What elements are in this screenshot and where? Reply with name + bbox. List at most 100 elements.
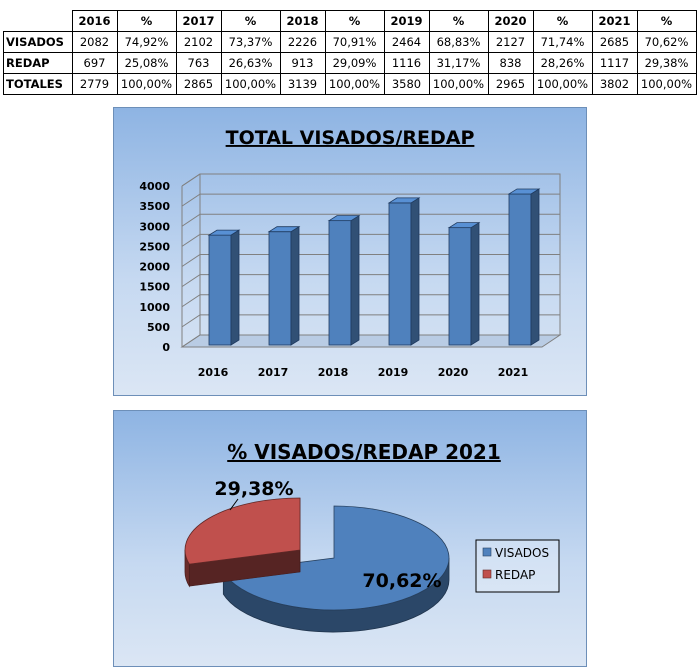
bar	[447, 221, 481, 346]
bar-top-face	[327, 215, 361, 222]
table-cell: 100,00%	[532, 73, 593, 95]
table-cell: 68,83%	[428, 31, 489, 53]
table-cell: 26,63%	[220, 52, 281, 74]
table-cell: 2965	[487, 73, 534, 95]
gridline	[181, 233, 560, 247]
table-cell: 913	[279, 52, 326, 74]
y-tick-label: 3500	[139, 200, 170, 213]
pie-data-label: 29,38%	[214, 478, 293, 500]
x-tick-label: 2016	[198, 366, 229, 379]
pie-slice	[222, 505, 450, 633]
bar-side-face	[230, 229, 240, 346]
x-tick-label: 2019	[378, 366, 409, 379]
table-cell: 2865	[175, 73, 222, 95]
bar-front-face	[388, 202, 412, 346]
table-cell: 70,91%	[324, 31, 385, 53]
bar-top-face	[447, 222, 481, 229]
table-cell: 100,00%	[636, 73, 697, 95]
table-row-label: VISADOS	[3, 31, 73, 53]
table-pct-header: %	[428, 10, 489, 32]
table-pct-header: %	[116, 10, 177, 32]
bar-front-face	[508, 193, 532, 346]
bar-side-face	[470, 221, 480, 346]
table-pct-header: %	[636, 10, 697, 32]
table-cell: 74,92%	[116, 31, 177, 53]
table-row: REDAP 697 25,08% 763 26,63% 913 29,09% 1116 31,1…	[3, 52, 697, 74]
bar-front-face	[208, 234, 232, 346]
bar-front-face	[328, 220, 352, 346]
table-cell: 3580	[383, 73, 430, 95]
table-header-row: 2016% 2017% 2018% 2019% 2020% 2021%	[4, 10, 697, 32]
pie-chart-title: % VISADOS/REDAP 2021	[227, 440, 501, 464]
table-cell: 1116	[383, 52, 430, 74]
bar-top-face	[207, 229, 241, 236]
table-cell: 3139	[279, 73, 326, 95]
pie-chart-panel: % VISADOS/REDAP 2021 70,62% 29,38% VISADO…	[113, 410, 587, 667]
bar-chart-panel: TOTAL VISADOS/REDAP 0 500 1000 1500 2000 2500…	[113, 107, 587, 396]
table-cell: 2779	[71, 73, 118, 95]
table-cell: 2464	[383, 31, 430, 53]
bar	[327, 214, 361, 346]
table-corner-cell	[4, 11, 73, 32]
pie-chart: % VISADOS/REDAP 2021 70,62% 29,38% VISADO…	[184, 440, 560, 633]
table-cell: 25,08%	[116, 52, 177, 74]
gridline	[181, 173, 560, 187]
table-cell: 100,00%	[116, 73, 177, 95]
y-tick-label: 3000	[139, 220, 170, 233]
legend-swatch	[482, 569, 492, 579]
gridline	[181, 193, 560, 207]
gridline	[181, 314, 560, 328]
bar	[207, 229, 241, 346]
table-row-label: REDAP	[3, 52, 73, 74]
table-pct-header: %	[324, 10, 385, 32]
bar	[387, 197, 421, 346]
gridline	[181, 334, 560, 348]
y-tick-label: 500	[147, 321, 170, 334]
table-cell: 2082	[71, 31, 118, 53]
pie-slice-top	[184, 497, 301, 565]
x-tick-label: 2017	[258, 366, 289, 379]
table-cell: 2685	[591, 31, 638, 53]
y-tick-label: 2000	[139, 261, 170, 274]
table-cell: 73,37%	[220, 31, 281, 53]
bar-front-face	[448, 227, 472, 346]
gridline	[181, 294, 560, 308]
bar-side-face	[290, 225, 300, 346]
table-cell: 28,26%	[532, 52, 593, 74]
table-cell: 2102	[175, 31, 222, 53]
table-cell: 2226	[279, 31, 326, 53]
bar-chart: TOTAL VISADOS/REDAP 0 500 1000 1500 2000 2500…	[139, 127, 562, 379]
table-cell: 100,00%	[324, 73, 385, 95]
table-cell: 2127	[487, 31, 534, 53]
x-tick-label: 2021	[498, 366, 529, 379]
table-year-header: 2017	[175, 10, 222, 32]
pie-slice-top	[222, 505, 450, 611]
pie-slice	[184, 497, 301, 588]
gridline	[181, 274, 560, 288]
table-cell: 31,17%	[428, 52, 489, 74]
table-row: TOTALES 2779 100,00% 2865 100,00% 3139 100,00%…	[3, 73, 697, 95]
table-cell: 29,38%	[636, 52, 697, 74]
table-row-label: TOTALES	[3, 73, 73, 95]
bar-side-face	[530, 188, 540, 346]
y-tick-label: 1500	[139, 281, 170, 294]
bar-top-face	[387, 197, 421, 204]
legend-label: VISADOS	[495, 546, 549, 560]
y-tick-label: 2500	[139, 240, 170, 253]
gridline	[181, 213, 560, 227]
data-table: 2016% 2017% 2018% 2019% 2020% 2021% VISADOS 208…	[3, 10, 697, 95]
table-cell: 71,74%	[532, 31, 593, 53]
table-row: VISADOS 2082 74,92% 2102 73,37% 2226 70,91% 246…	[3, 31, 697, 53]
legend-label: REDAP	[495, 568, 535, 582]
table-cell: 29,09%	[324, 52, 385, 74]
y-tick-label: 0	[162, 341, 170, 354]
table-pct-header: %	[532, 10, 593, 32]
bar-side-face	[410, 197, 420, 346]
bar	[507, 188, 541, 346]
table-pct-header: %	[220, 10, 281, 32]
bar-side-face	[350, 214, 360, 346]
bar-front-face	[268, 231, 292, 346]
table-year-header: 2018	[279, 10, 326, 32]
table-cell: 838	[487, 52, 534, 74]
table-cell: 697	[71, 52, 118, 74]
